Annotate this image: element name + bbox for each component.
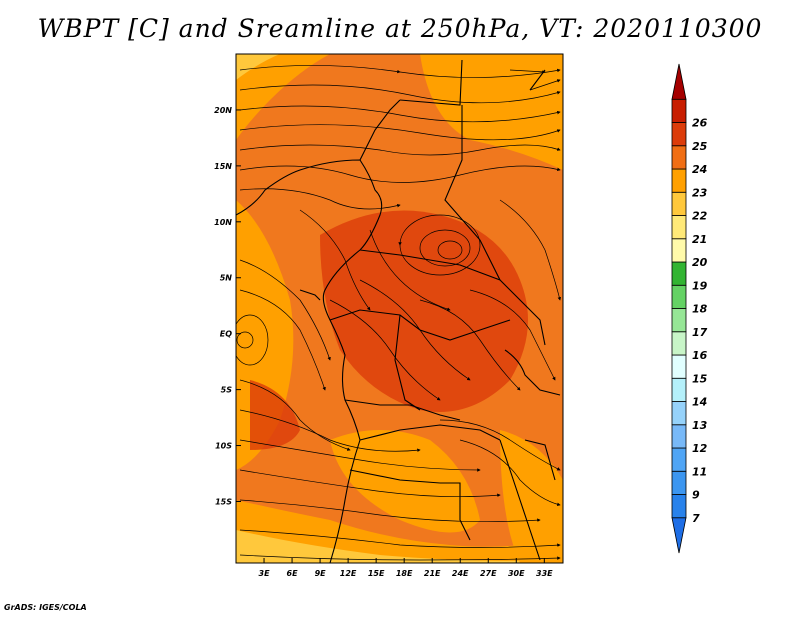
lon-tick-label: 3E	[259, 569, 271, 578]
lon-tick-label: 33E	[536, 569, 553, 578]
colorbar-swatch	[671, 122, 687, 147]
colorbar-level-label: 22	[692, 210, 708, 223]
lon-tick-label: 9E	[315, 569, 327, 578]
colorbar-level-label: 19	[692, 279, 708, 292]
colorbar-level-label: 14	[692, 396, 707, 409]
lon-tick-label: 30E	[508, 569, 525, 578]
map-panel	[236, 54, 563, 563]
lat-tick-label: 15S	[215, 497, 232, 506]
colorbar-level-label: 12	[692, 442, 708, 455]
colorbar-level-label: 21	[692, 233, 707, 246]
colorbar-level-label: 26	[692, 117, 708, 130]
lat-tick-label: EQ	[220, 330, 232, 339]
colorbar-legend: 7 9 11 12 13 14 15 16 17 18 19 20 21 22 23 24 25 26	[671, 63, 708, 554]
colorbar-level-label: 24	[692, 163, 707, 176]
colorbar-swatch	[671, 191, 687, 216]
colorbar-level-label: 20	[692, 256, 708, 269]
colorbar-level-label: 15	[692, 372, 708, 385]
map-frame	[235, 53, 564, 564]
colorbar-swatch	[671, 470, 687, 495]
colorbar-swatch	[671, 354, 687, 379]
colorbar-level-label: 25	[692, 140, 708, 153]
lon-tick-label: 24E	[452, 569, 469, 578]
lat-tick-label: 20N	[214, 106, 232, 115]
colorbar-swatch	[671, 261, 687, 286]
colorbar-swatch	[671, 401, 687, 426]
longitude-axis: 3E 6E 9E 12E 15E 18E 21E 24E 27E 30E 33E	[259, 558, 553, 578]
colorbar-level-label: 17	[692, 326, 708, 339]
lon-tick-label: 27E	[480, 569, 497, 578]
colorbar-swatch	[671, 308, 687, 333]
country-borders	[236, 59, 561, 563]
colorbar-swatch	[671, 517, 687, 554]
lat-tick-label: 10S	[215, 442, 232, 451]
colorbar-swatch	[671, 494, 687, 519]
lat-tick-label: 5N	[220, 274, 233, 283]
lat-tick-label: 10N	[214, 218, 232, 227]
lat-tick-label: 5S	[221, 386, 233, 395]
lat-tick-label: 15N	[214, 162, 232, 171]
colorbar-swatch	[671, 238, 687, 263]
latitude-axis: 20N 15N 10N 5N EQ 5S 10S 15S	[214, 106, 241, 506]
colorbar-level-label: 16	[692, 349, 708, 362]
colorbar-swatch	[671, 98, 687, 123]
colorbar-level-label: 23	[692, 186, 708, 199]
colorbar-swatch	[671, 168, 687, 193]
lon-tick-label: 21E	[424, 569, 441, 578]
grads-credit: GrADS: IGES/COLA	[4, 603, 87, 612]
colorbar-swatch	[671, 215, 687, 240]
lon-tick-label: 6E	[287, 569, 299, 578]
lon-tick-label: 18E	[396, 569, 413, 578]
colorbar-swatch	[671, 447, 687, 472]
lon-tick-label: 12E	[340, 569, 357, 578]
colorbar-swatch	[671, 63, 687, 100]
colorbar-swatch	[671, 145, 687, 170]
colorbar-swatch	[671, 331, 687, 356]
colorbar-level-label: 13	[692, 419, 708, 432]
colorbar-swatch	[671, 377, 687, 402]
colorbar-level-label: 7	[692, 512, 700, 525]
colorbar-level-label: 18	[692, 303, 708, 316]
colorbar-level-label: 9	[692, 489, 700, 502]
map-title: WBPT [C] and Sreamline at 250hPa, VT: 20…	[37, 14, 763, 43]
colorbar-level-label: 11	[692, 465, 707, 478]
wbpt-contour-fills	[236, 54, 563, 563]
colorbar-swatch	[671, 424, 687, 449]
colorbar-swatch	[671, 284, 687, 309]
lon-tick-label: 15E	[368, 569, 385, 578]
